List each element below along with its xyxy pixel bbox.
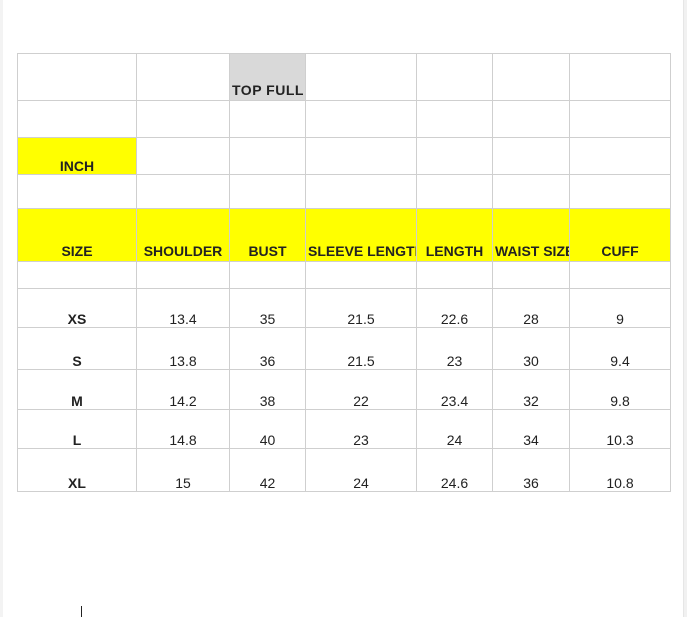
table-cell[interactable] [229, 137, 306, 175]
header-cell-waist-size[interactable]: WAIST SIZE [492, 208, 570, 262]
table-cell[interactable] [305, 174, 417, 209]
table-row: S 13.8 36 21.5 23 30 9.4 [17, 327, 671, 370]
size-chart-table: TOP FULL SLEEVES INCH [17, 53, 671, 492]
shoulder-cell[interactable]: 15 [136, 448, 230, 492]
table-cell[interactable] [17, 261, 137, 289]
shoulder-cell[interactable]: 13.8 [136, 327, 230, 370]
header-cell-cuff[interactable]: CUFF [569, 208, 671, 262]
table-cell[interactable] [17, 174, 137, 209]
table-cell[interactable] [136, 137, 230, 175]
size-cell[interactable]: L [17, 409, 137, 449]
table-cell[interactable] [569, 53, 671, 101]
table-cell[interactable] [229, 174, 306, 209]
cuff-cell[interactable]: 10.8 [569, 448, 671, 492]
header-cell-shoulder[interactable]: SHOULDER [136, 208, 230, 262]
table-cell[interactable] [416, 137, 493, 175]
sleeve-length-cell[interactable]: 21.5 [305, 288, 417, 328]
table-cell[interactable] [416, 100, 493, 138]
cuff-cell[interactable]: 9.4 [569, 327, 671, 370]
table-cell[interactable] [492, 53, 570, 101]
table-cell[interactable] [136, 53, 230, 101]
sleeve-length-cell[interactable]: 22 [305, 369, 417, 410]
waist-size-cell[interactable]: 34 [492, 409, 570, 449]
cuff-cell[interactable]: 9.8 [569, 369, 671, 410]
sleeve-length-cell[interactable]: 24 [305, 448, 417, 492]
table-cell[interactable] [569, 261, 671, 289]
sleeve-length-cell[interactable]: 23 [305, 409, 417, 449]
table-cell[interactable] [305, 261, 417, 289]
bust-cell[interactable]: 36 [229, 327, 306, 370]
sleeve-length-cell[interactable]: 21.5 [305, 327, 417, 370]
table-cell[interactable] [492, 261, 570, 289]
header-cell-size[interactable]: SIZE [17, 208, 137, 262]
page-left-edge [0, 0, 3, 617]
size-cell[interactable]: XL [17, 448, 137, 492]
cuff-cell[interactable]: 10.3 [569, 409, 671, 449]
waist-size-cell[interactable]: 28 [492, 288, 570, 328]
table-cell[interactable] [492, 174, 570, 209]
table-cell[interactable] [416, 53, 493, 101]
table-cell[interactable] [305, 53, 417, 101]
size-cell[interactable]: S [17, 327, 137, 370]
table-cell[interactable] [416, 174, 493, 209]
shoulder-cell[interactable]: 14.8 [136, 409, 230, 449]
cuff-cell[interactable]: 9 [569, 288, 671, 328]
length-cell[interactable]: 24 [416, 409, 493, 449]
shoulder-cell[interactable]: 14.2 [136, 369, 230, 410]
size-cell[interactable]: XS [17, 288, 137, 328]
table-title-cell[interactable]: TOP FULL SLEEVES [229, 53, 306, 101]
header-row: SIZE SHOULDER BUST SLEEVE LENGTH LENGTH … [17, 208, 671, 262]
table-cell[interactable] [17, 100, 137, 138]
header-cell-sleeve-length[interactable]: SLEEVE LENGTH [305, 208, 417, 262]
table-cell[interactable] [569, 137, 671, 175]
table-cell[interactable] [305, 137, 417, 175]
table-row: INCH [17, 137, 671, 175]
unit-label-cell[interactable]: INCH [17, 137, 137, 175]
waist-size-cell[interactable]: 36 [492, 448, 570, 492]
header-cell-bust[interactable]: BUST [229, 208, 306, 262]
waist-size-cell[interactable]: 30 [492, 327, 570, 370]
table-row: TOP FULL SLEEVES [17, 53, 671, 101]
table-row: L 14.8 40 23 24 34 10.3 [17, 409, 671, 449]
table-row [17, 261, 671, 289]
table-cell[interactable] [136, 174, 230, 209]
table-row: XL 15 42 24 24.6 36 10.8 [17, 448, 671, 492]
shoulder-cell[interactable]: 13.4 [136, 288, 230, 328]
table-row: M 14.2 38 22 23.4 32 9.8 [17, 369, 671, 410]
length-cell[interactable]: 24.6 [416, 448, 493, 492]
table-cell[interactable] [17, 53, 137, 101]
bust-cell[interactable]: 35 [229, 288, 306, 328]
table-row: XS 13.4 35 21.5 22.6 28 9 [17, 288, 671, 328]
length-cell[interactable]: 23 [416, 327, 493, 370]
bust-cell[interactable]: 42 [229, 448, 306, 492]
page-right-edge [683, 0, 687, 617]
table-cell[interactable] [136, 261, 230, 289]
size-cell[interactable]: M [17, 369, 137, 410]
text-cursor [81, 606, 82, 617]
table-cell[interactable] [416, 261, 493, 289]
table-row [17, 174, 671, 209]
table-cell[interactable] [229, 261, 306, 289]
bust-cell[interactable]: 40 [229, 409, 306, 449]
table-cell[interactable] [569, 174, 671, 209]
length-cell[interactable]: 23.4 [416, 369, 493, 410]
header-cell-length[interactable]: LENGTH [416, 208, 493, 262]
table-cell[interactable] [136, 100, 230, 138]
table-cell[interactable] [492, 137, 570, 175]
table-cell[interactable] [492, 100, 570, 138]
table-row [17, 100, 671, 138]
table-cell[interactable] [305, 100, 417, 138]
waist-size-cell[interactable]: 32 [492, 369, 570, 410]
length-cell[interactable]: 22.6 [416, 288, 493, 328]
bust-cell[interactable]: 38 [229, 369, 306, 410]
table-cell[interactable] [229, 100, 306, 138]
table-cell[interactable] [569, 100, 671, 138]
